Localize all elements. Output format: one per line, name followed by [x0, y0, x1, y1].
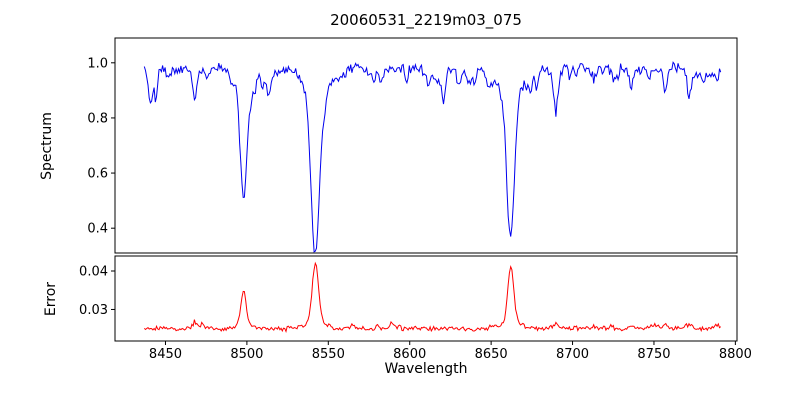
spectrum-line: [143, 61, 722, 253]
chart-title: 20060531_2219m03_075: [330, 11, 522, 29]
x-tick-label: 8800: [719, 347, 752, 362]
spectrum-y-axis-label: Spectrum: [39, 112, 55, 180]
x-tick-label: 8500: [230, 347, 263, 362]
x-tick-label: 8750: [637, 347, 670, 362]
error-panel-frame: [114, 255, 738, 342]
error-y-tick-label: 0.03: [79, 303, 108, 318]
error-y-axis-label: Error: [43, 281, 59, 317]
x-tick-label: 8650: [475, 347, 508, 362]
error-line: [143, 261, 722, 333]
error-y-tick-label: 0.04: [79, 265, 108, 280]
x-tick-label: 8550: [312, 347, 345, 362]
x-tick-label: 8600: [393, 347, 426, 362]
spectrum-panel-frame: [114, 37, 738, 254]
x-tick-label: 8450: [149, 347, 182, 362]
spectrum-y-tick-label: 0.4: [87, 222, 108, 237]
x-tick-label: 8700: [556, 347, 589, 362]
spectrum-y-tick-label: 0.6: [87, 167, 108, 182]
spectrum-y-tick-label: 1.0: [87, 56, 108, 71]
spectrum-y-tick-label: 0.8: [87, 111, 108, 126]
x-axis-label: Wavelength: [384, 361, 468, 377]
